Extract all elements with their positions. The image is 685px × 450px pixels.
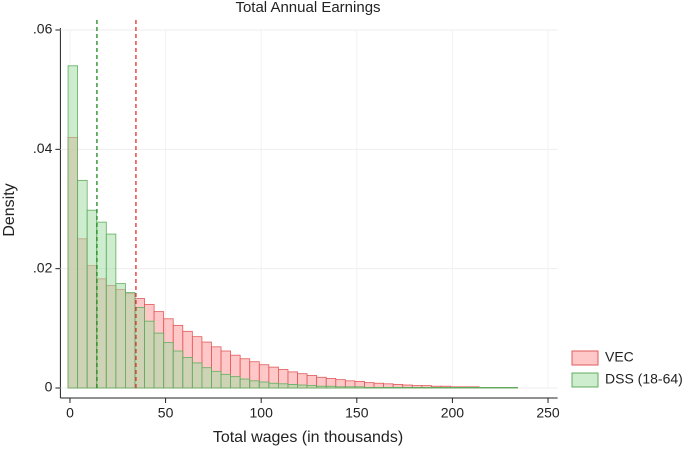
x-tick-label: 50	[158, 405, 174, 421]
x-tick-label: 250	[536, 405, 560, 421]
y-tick-label: 0	[45, 379, 53, 395]
bar	[402, 387, 413, 389]
bar	[411, 387, 423, 389]
bar	[507, 387, 518, 389]
bar	[287, 384, 298, 389]
legend-label: VEC	[605, 349, 634, 365]
bar	[335, 386, 346, 389]
bar	[258, 381, 270, 389]
bar	[125, 292, 136, 389]
bar	[278, 383, 289, 389]
bar	[488, 387, 499, 389]
x-tick-label: 0	[66, 405, 74, 421]
bar	[297, 384, 308, 389]
y-axis-title: Density	[1, 183, 18, 236]
bar	[115, 283, 126, 389]
bar	[316, 385, 327, 389]
bar	[96, 221, 107, 389]
bar	[191, 362, 203, 389]
x-tick-label: 200	[441, 405, 465, 421]
chart-title: Total Annual Earnings	[235, 0, 380, 16]
x-tick-label: 150	[345, 405, 369, 421]
bar	[430, 387, 442, 389]
bar	[163, 342, 174, 389]
bar	[306, 385, 318, 389]
legend-swatch	[571, 372, 599, 388]
bar	[67, 65, 79, 389]
y-tick-label: .04	[33, 140, 53, 156]
bar	[383, 387, 394, 389]
bar	[105, 233, 117, 389]
x-tick-label: 100	[250, 405, 274, 421]
bar	[172, 350, 184, 389]
bar	[153, 332, 165, 389]
y-tick-label: .02	[33, 259, 53, 275]
x-axis-title: Total wages (in thousands)	[213, 429, 403, 446]
bar	[268, 382, 279, 389]
bar	[86, 209, 98, 389]
bar	[364, 387, 375, 389]
y-tick-label: .06	[33, 21, 53, 37]
bar	[77, 179, 88, 389]
bar	[239, 378, 251, 389]
bar	[354, 386, 365, 389]
bar	[134, 307, 145, 389]
bar	[201, 367, 212, 389]
bar	[497, 387, 509, 389]
bar	[325, 385, 337, 389]
bar	[220, 373, 231, 389]
bar	[459, 387, 471, 389]
bar	[230, 376, 241, 389]
bar	[440, 387, 451, 389]
bar	[421, 387, 432, 389]
bar	[182, 357, 193, 389]
bar	[450, 387, 461, 389]
bar	[392, 387, 404, 389]
bar	[211, 370, 222, 389]
bar	[249, 380, 260, 389]
bar	[373, 387, 384, 389]
legend-swatch	[571, 350, 599, 366]
bar	[469, 387, 480, 389]
bar	[144, 320, 155, 389]
bar	[344, 386, 356, 389]
bar	[478, 387, 490, 389]
legend-label: DSS (18-64)	[605, 371, 683, 387]
